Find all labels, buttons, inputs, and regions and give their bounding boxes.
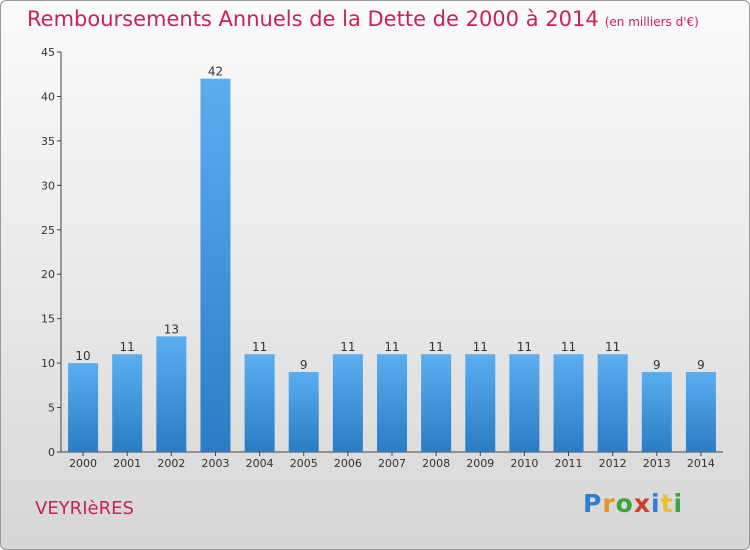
x-tick-label: 2001 <box>113 457 141 470</box>
bar <box>509 354 540 452</box>
x-tick-label: 2013 <box>643 457 671 470</box>
x-tick-label: 2006 <box>334 457 362 470</box>
x-tick-label: 2000 <box>69 457 97 470</box>
x-tick-label: 2005 <box>290 457 318 470</box>
x-tick-label: 2010 <box>510 457 538 470</box>
x-tick-label: 2008 <box>422 457 450 470</box>
logo-letter: o <box>615 489 634 518</box>
bar <box>597 354 628 452</box>
y-tick-label: 5 <box>48 402 55 415</box>
data-label: 11 <box>561 340 576 354</box>
bar <box>641 372 672 452</box>
bar <box>332 354 363 452</box>
data-label: 11 <box>605 340 620 354</box>
logo-letter: i <box>673 489 684 518</box>
bar <box>288 372 319 452</box>
data-label: 10 <box>75 349 90 363</box>
bar <box>112 354 143 452</box>
y-tick-label: 25 <box>41 224 55 237</box>
data-label: 11 <box>120 340 135 354</box>
y-tick-label: 0 <box>48 446 55 459</box>
data-label: 42 <box>208 65 223 79</box>
x-tick-label: 2002 <box>157 457 185 470</box>
data-label: 11 <box>252 340 267 354</box>
bar <box>156 336 187 452</box>
data-label: 9 <box>300 358 308 372</box>
chart-labels: 10 11 13 42 11 9 11 11 11 11 11 11 11 9 9 <box>75 65 704 372</box>
bar <box>465 354 496 452</box>
x-tick-label: 2014 <box>687 457 715 470</box>
x-tick-label: 2004 <box>246 457 274 470</box>
y-tick-label: 35 <box>41 135 55 148</box>
logo-letter: r <box>602 489 616 518</box>
logo-letter: t <box>660 489 674 518</box>
data-label: 11 <box>340 340 355 354</box>
proxiti-logo: Proxiti <box>583 489 683 518</box>
logo-letter: i <box>651 489 661 518</box>
data-label: 11 <box>384 340 399 354</box>
x-tick-label: 2007 <box>378 457 406 470</box>
bar <box>553 354 584 452</box>
chart-subtitle: (en milliers d'€) <box>604 15 699 29</box>
y-tick-label: 15 <box>41 313 55 326</box>
bar <box>200 78 231 453</box>
chart-axes: 0 5 10 15 20 25 30 35 40 45 2000 2001 2002 2003 2004 20… <box>41 46 723 470</box>
bar <box>377 354 407 452</box>
x-tick-label: 2011 <box>555 457 583 470</box>
chart-title: Remboursements Annuels de la Dette de 20… <box>27 7 699 31</box>
bar <box>685 372 716 452</box>
chart-title-text: Remboursements Annuels de la Dette de 20… <box>27 7 599 31</box>
logo-letter: x <box>633 489 651 518</box>
bar <box>421 354 452 452</box>
y-tick-label: 45 <box>41 46 55 59</box>
data-label: 13 <box>164 322 179 336</box>
data-label: 11 <box>428 340 443 354</box>
y-tick-label: 20 <box>41 268 55 281</box>
commune-name: VEYRIèRES <box>35 498 134 519</box>
data-label: 11 <box>473 340 488 354</box>
x-tick-label: 2012 <box>599 457 627 470</box>
data-label: 11 <box>517 340 532 354</box>
y-tick-label: 40 <box>41 90 55 103</box>
bar <box>244 354 275 452</box>
y-tick-label: 10 <box>41 357 55 370</box>
bar <box>68 363 99 452</box>
data-label: 9 <box>697 358 705 372</box>
y-tick-label: 30 <box>41 179 55 192</box>
logo-letter: P <box>583 489 603 518</box>
chart-bars <box>68 78 716 453</box>
data-label: 9 <box>653 358 661 372</box>
x-tick-label: 2009 <box>466 457 494 470</box>
x-tick-label: 2003 <box>201 457 229 470</box>
